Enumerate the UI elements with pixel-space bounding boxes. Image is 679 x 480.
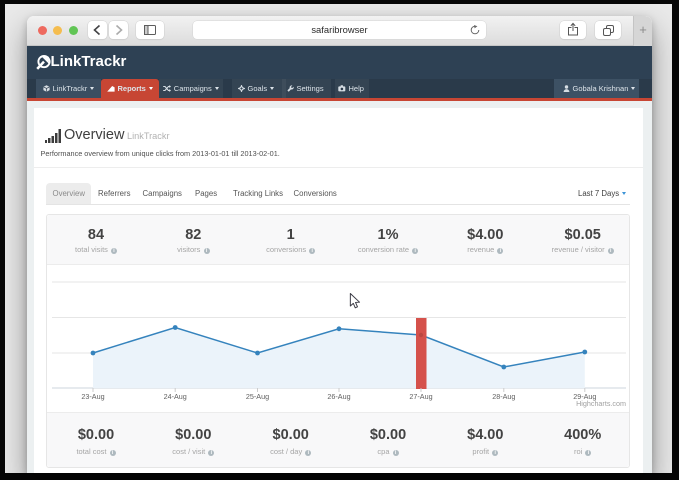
svg-text:29-Aug: 29-Aug [573,392,596,401]
svg-text:28-Aug: 28-Aug [492,392,515,401]
svg-text:25-Aug: 25-Aug [246,392,269,401]
svg-text:27-Aug: 27-Aug [409,392,432,401]
svg-text:23-Aug: 23-Aug [81,392,104,401]
svg-text:26-Aug: 26-Aug [327,392,350,401]
svg-text:Highcharts.com: Highcharts.com [576,399,626,408]
svg-text:24-Aug: 24-Aug [164,392,187,401]
